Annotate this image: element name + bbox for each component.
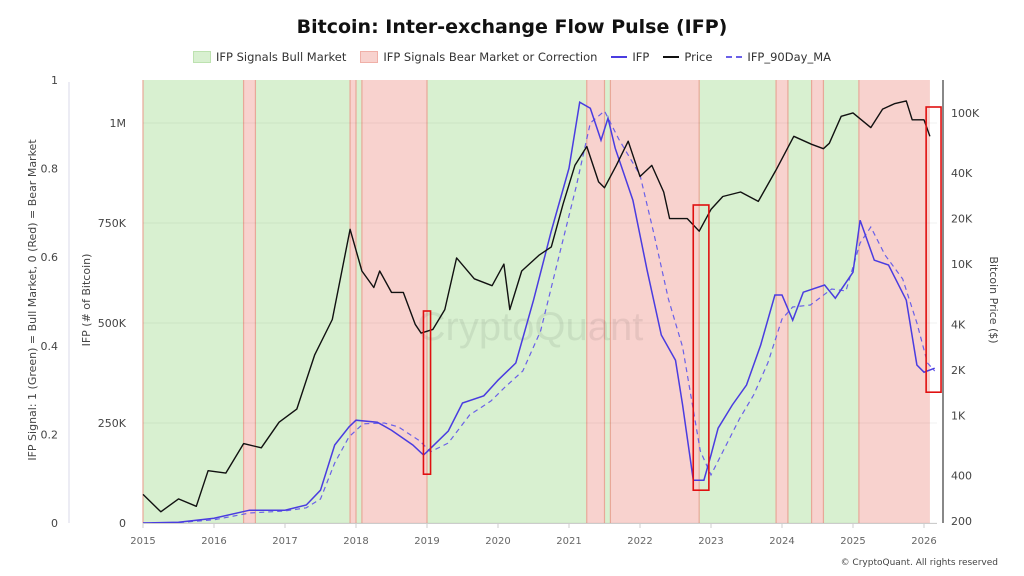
legend-item-ifp[interactable]: IFP [611,50,649,64]
signal-tick-label: 0.8 [41,163,59,176]
ifp-tick-label: 750K [98,217,127,230]
bear-band [586,80,605,523]
x-tick-label: 2020 [485,536,510,547]
bear-band [350,80,356,523]
bull-band [427,80,587,523]
price-tick-label: 200 [951,515,972,528]
price-tick-label: 100K [951,107,980,120]
legend-item-bear[interactable]: IFP Signals Bear Market or Correction [360,50,597,64]
axes: 0 0.2 0.4 0.6 0.8 1 0 250K 500K 750K 1M 200 400 1K 2K 4… [26,74,1000,547]
bear-band [361,80,427,523]
price-tick-label: 4K [951,318,966,331]
ifp-line [142,101,935,524]
signal-bands [142,80,930,523]
legend-item-ma[interactable]: IFP_90Day_MA [726,50,831,64]
x-tick-label: 2025 [840,536,865,547]
ifp-tick-label: 1M [110,117,127,130]
chart-title: Bitcoin: Inter-exchange Flow Pulse (IFP) [296,16,728,38]
legend-label: IFP Signals Bear Market or Correction [383,50,598,64]
bull-band [255,80,351,523]
legend-swatch-price [663,56,680,58]
x-tick-label: 2024 [769,536,794,547]
signal-tick-label: 1 [51,74,58,87]
x-tick-label: 2018 [343,536,368,547]
legend-label: IFP Signals Bull Market [216,50,347,64]
legend-swatch-ifp [611,56,628,58]
bull-band [356,80,362,523]
signal-axis-title: IFP Signal: 1 (Green) = Bull Market, 0 (… [26,139,39,461]
x-tick-label: 2026 [911,536,936,547]
ifp-tick-label: 0 [119,517,126,530]
price-tick-label: 10K [951,258,973,271]
legend-label: IFP [632,50,650,64]
bull-band [604,80,611,523]
signal-tick-label: 0.6 [41,251,59,264]
price-axis-title: Bitcoin Price ($) [987,256,1000,343]
price-tick-label: 400 [951,469,972,482]
x-tick-label: 2015 [130,536,155,547]
bear-band [610,80,700,523]
legend-swatch-ma [726,56,743,58]
legend: IFP Signals Bull Market IFP Signals Bear… [0,50,1024,64]
bull-band [823,80,859,523]
price-tick-label: 2K [951,364,966,377]
legend-item-bull[interactable]: IFP Signals Bull Market [193,50,346,64]
legend-swatch-bull [193,51,211,63]
price-tick-label: 40K [951,167,973,180]
bull-band [143,80,244,523]
signal-tick-label: 0.4 [41,340,59,353]
x-tick-label: 2019 [414,536,439,547]
highlight-box [422,310,432,475]
x-tick-label: 2017 [272,536,297,547]
bear-band [858,80,930,523]
legend-label: IFP_90Day_MA [747,50,831,64]
legend-item-price[interactable]: Price [663,50,712,64]
series [142,100,936,524]
highlight-box [925,106,942,394]
x-tick-label: 2023 [698,536,723,547]
highlight-boxes [422,106,942,492]
highlight-box [692,204,710,492]
copyright-footer: © CryptoQuant. All rights reserved [840,558,998,568]
legend-label: Price [684,50,713,64]
bear-band [811,80,824,523]
bear-band [776,80,788,523]
ifp-tick-label: 250K [98,417,127,430]
signal-tick-label: 0.2 [41,428,59,441]
x-tick-label: 2021 [556,536,581,547]
bear-band [243,80,256,523]
price-line [142,100,931,513]
price-tick-label: 20K [951,213,973,226]
legend-swatch-bear [360,51,379,63]
price-tick-label: 1K [951,409,966,422]
ifp-axis-title: IFP (# of Bitcoin) [80,254,93,347]
ifp-tick-label: 500K [98,317,127,330]
x-tick-label: 2022 [627,536,652,547]
x-tick-label: 2016 [201,536,226,547]
signal-tick-label: 0 [51,517,58,530]
